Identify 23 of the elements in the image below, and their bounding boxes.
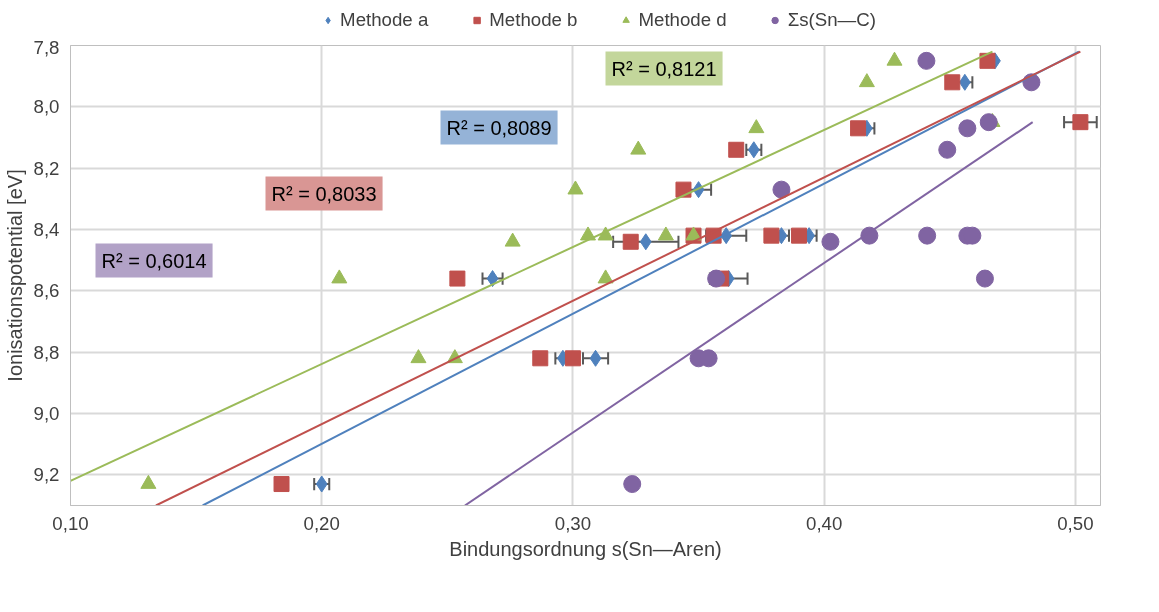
x-tick-label: 0,30 bbox=[554, 512, 592, 534]
annotation: R² = 0,8089 bbox=[446, 116, 552, 139]
annotation: R² = 0,8033 bbox=[271, 182, 377, 205]
x-tick-label: 0,20 bbox=[303, 512, 340, 534]
y-tick-label: 8,4 bbox=[33, 219, 60, 240]
annotation: R² = 0,8121 bbox=[611, 57, 717, 80]
y-tick-label: 8,0 bbox=[33, 96, 60, 118]
legend-label: Methode a bbox=[340, 9, 429, 31]
y-tick-label: 8,6 bbox=[33, 280, 60, 302]
legend-label: Σs(Sn—C) bbox=[787, 9, 876, 31]
x-tick-label: 0,40 bbox=[806, 512, 843, 534]
y-tick-label: 9,2 bbox=[33, 464, 60, 486]
y-tick-label: 8,8 bbox=[33, 341, 60, 363]
annotation: R² = 0,6014 bbox=[101, 249, 207, 272]
x-axis-title: Bindungsordnung s(Sn—Aren) bbox=[449, 537, 722, 560]
y-tick-label: 8,2 bbox=[33, 157, 60, 179]
y-tick-label: 7,8 bbox=[33, 36, 60, 58]
legend-label: Methode b bbox=[489, 9, 578, 31]
x-tick-label: 0,50 bbox=[1057, 512, 1094, 534]
x-tick-label: 0,10 bbox=[52, 512, 89, 534]
y-axis-title: Ionisationspotential [eV] bbox=[3, 169, 26, 382]
legend-label: Methode d bbox=[638, 9, 727, 31]
y-tick-label: 9,0 bbox=[33, 403, 60, 424]
